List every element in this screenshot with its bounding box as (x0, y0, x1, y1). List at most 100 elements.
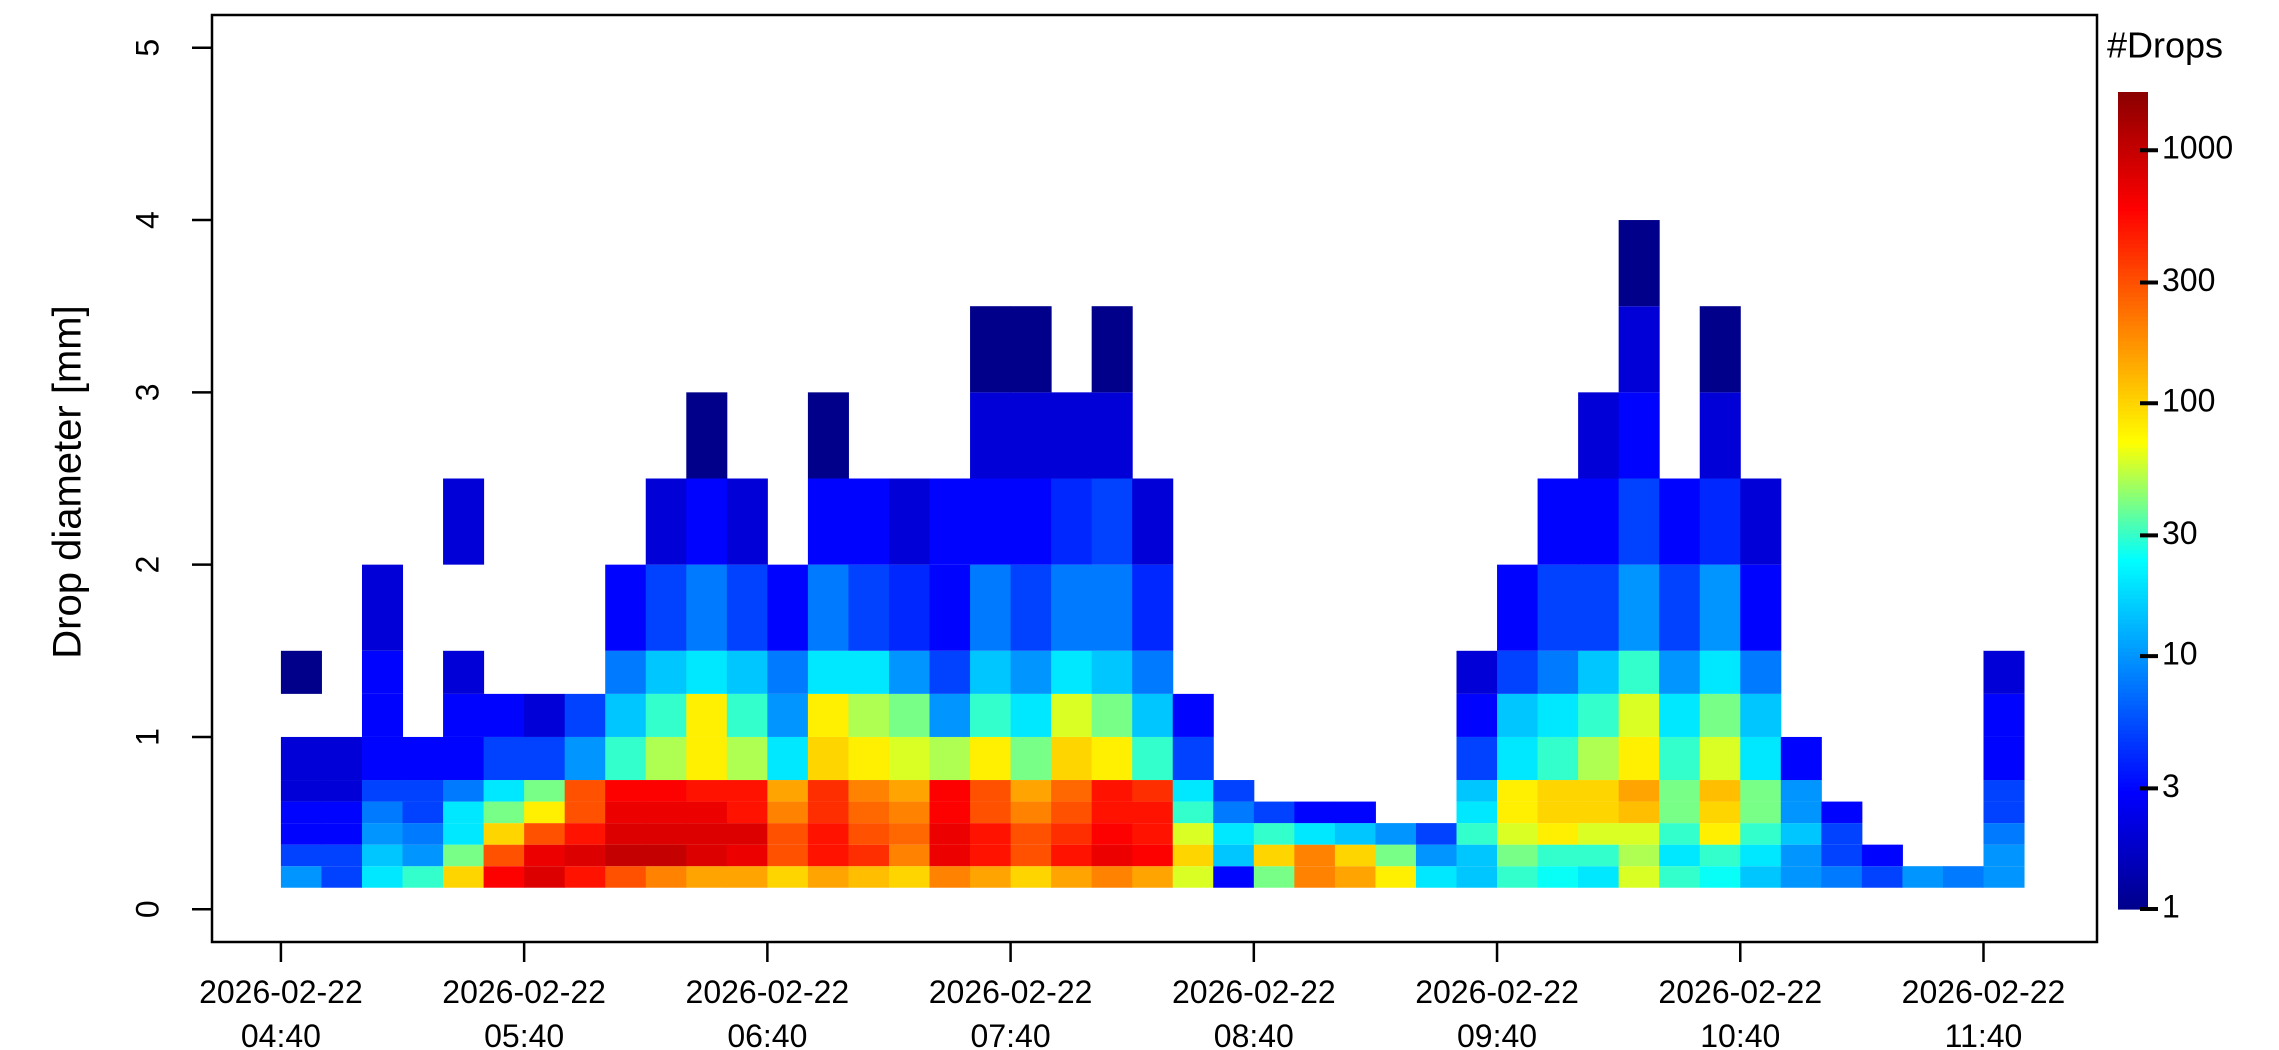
heatmap-cell (1415, 866, 1458, 888)
x-tick-label: 2026-02-22 07:40 (929, 974, 1093, 1050)
x-tick-label-line: 2026-02-22 (1902, 974, 2066, 1010)
heatmap-cell (1659, 866, 1701, 888)
heatmap-cell (1618, 392, 1660, 479)
heatmap-cell (888, 780, 931, 802)
colorbar-slice (2118, 145, 2148, 150)
heatmap-cell (1051, 844, 1093, 867)
heatmap-cell (1051, 693, 1093, 737)
heatmap-cell (1010, 780, 1052, 802)
heatmap-cell (1618, 823, 1660, 845)
colorbar-slice (2118, 614, 2148, 620)
heatmap-cell (1213, 823, 1255, 845)
colorbar-slice (2118, 770, 2148, 775)
heatmap-cell (361, 650, 404, 694)
colorbar-slice (2118, 794, 2148, 800)
colorbar-slice (2118, 181, 2148, 187)
heatmap-cell (767, 801, 809, 824)
heatmap-cell (645, 564, 687, 651)
colorbar-slice (2118, 263, 2148, 269)
colorbar-slice (2118, 782, 2148, 788)
heatmap-cell (1942, 866, 1984, 888)
x-tick-label-line: 09:40 (1457, 1018, 1537, 1050)
colorbar-slice (2118, 868, 2148, 873)
colorbar-slice (2118, 431, 2148, 436)
colorbar-slice (2118, 819, 2148, 824)
x-tick-label: 2026-02-22 05:40 (442, 974, 606, 1050)
heatmap-cell (807, 844, 849, 867)
colorbar-slice (2118, 194, 2148, 199)
heatmap-cell (1537, 823, 1579, 845)
colorbar-slice (2118, 733, 2148, 739)
heatmap-cell (1497, 866, 1539, 888)
colorbar-slice (2118, 859, 2148, 865)
colorbar-slice (2118, 377, 2148, 383)
colorbar-slice (2118, 386, 2148, 391)
heatmap-cell (1010, 801, 1052, 824)
heatmap-cell (1010, 844, 1052, 867)
heatmap-cell (1821, 844, 1863, 867)
heatmap-cell (686, 693, 728, 737)
heatmap-cell (1861, 866, 1903, 888)
heatmap-cell (1010, 823, 1052, 845)
colorbar-slice (2118, 802, 2148, 808)
colorbar-slice (2118, 116, 2148, 122)
colorbar-slice (2118, 545, 2148, 551)
heatmap-cell (1051, 780, 1093, 802)
heatmap-cell (1537, 564, 1579, 651)
heatmap-cell (1132, 478, 1174, 565)
heatmap-cell (1659, 823, 1701, 845)
heatmap-cell (1010, 392, 1052, 479)
heatmap-cell (929, 844, 971, 867)
colorbar-slice (2118, 96, 2148, 101)
heatmap-cell (483, 736, 525, 781)
x-tick-label: 2026-02-22 09:40 (1415, 974, 1579, 1050)
colorbar-slice (2118, 757, 2148, 763)
heatmap-cell (1618, 220, 1660, 307)
colorbar-slice (2118, 512, 2148, 518)
x-tick-label-line: 2026-02-22 (1415, 974, 1579, 1010)
colorbar-slice (2118, 500, 2148, 506)
colorbar-slice (2118, 447, 2148, 453)
x-tick-label-line: 05:40 (484, 1018, 564, 1050)
heatmap-cell (767, 823, 809, 845)
heatmap-cell (321, 780, 363, 802)
colorbar-slice (2118, 300, 2148, 306)
colorbar-slice (2118, 210, 2148, 216)
heatmap-cell (1091, 844, 1133, 867)
heatmap-cell (1091, 693, 1133, 737)
colorbar-slice (2118, 876, 2148, 882)
heatmap-cell (807, 780, 849, 802)
colorbar-slice (2118, 549, 2148, 555)
heatmap-cell (1618, 780, 1660, 802)
x-tick-label-line: 2026-02-22 (1172, 974, 1336, 1010)
heatmap-cell (1659, 780, 1701, 802)
heatmap-cell (1578, 780, 1620, 802)
colorbar-slice (2118, 729, 2148, 734)
heatmap-cell (970, 844, 1012, 867)
heatmap-cell (1740, 801, 1782, 824)
colorbar-slice (2118, 439, 2148, 444)
colorbar-tick-label: 1000 (2162, 130, 2233, 166)
colorbar-slice (2118, 455, 2148, 461)
x-tick-label: 2026-02-22 06:40 (686, 974, 850, 1050)
heatmap-cell (402, 801, 444, 824)
heatmap-cell (1132, 780, 1174, 802)
y-tick-label: 3 (129, 383, 165, 401)
heatmap-cell (848, 478, 890, 565)
heatmap-cell (726, 866, 768, 888)
colorbar-slice (2118, 806, 2148, 812)
colorbar-slice (2118, 190, 2148, 195)
colorbar-slice (2118, 153, 2148, 158)
heatmap-cell (1659, 478, 1701, 565)
heatmap-cell (1497, 823, 1539, 845)
heatmap-cell (443, 650, 485, 694)
heatmap-cell (645, 478, 687, 565)
heatmap-cell (1213, 780, 1255, 802)
heatmap-cell (321, 736, 363, 781)
heatmap-cell (1091, 780, 1133, 802)
heatmap-cell (361, 693, 404, 737)
colorbar-slice (2118, 872, 2148, 877)
heatmap-cell (888, 866, 931, 888)
colorbar-slice (2118, 112, 2148, 118)
